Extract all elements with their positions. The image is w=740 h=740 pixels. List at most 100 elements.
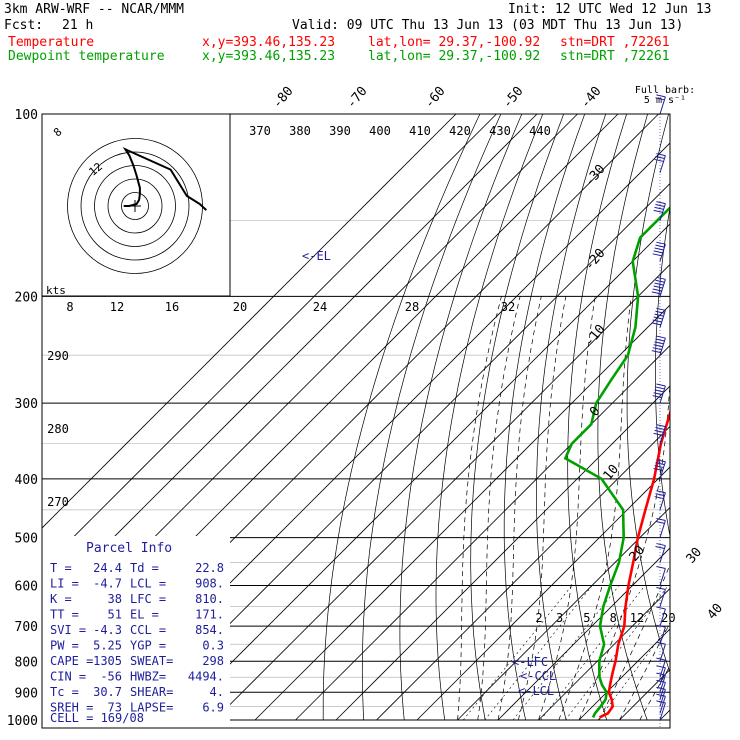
wind-barb [652, 383, 666, 404]
isotherm [416, 466, 670, 721]
theta-label: 290 [47, 349, 69, 363]
dry-adiabat [597, 114, 648, 721]
dry-adiabat [322, 114, 481, 720]
dry-adiabat [503, 114, 586, 721]
parcel-label: CAPE = [50, 654, 93, 668]
wind-barb [656, 641, 666, 662]
pressure-label-700: 700 [15, 620, 38, 635]
pressure-label-300: 300 [15, 397, 38, 412]
theta-label: 400 [369, 124, 391, 138]
parcel-label: LFC = [130, 592, 166, 606]
dry-adiabat [736, 114, 740, 720]
isotherm [701, 114, 740, 720]
dewpoint-xy: x,y=393.46,135.23 [202, 49, 336, 64]
hodograph-ring-label: 12 [110, 300, 124, 314]
dewpoint-station: stn=DRT ,72261 [560, 49, 670, 64]
mixing-ratio-label: 8 [610, 611, 617, 625]
theta-label: 440 [529, 124, 551, 138]
parcel-value: 22.8 [195, 561, 224, 575]
wind-barb [655, 517, 666, 538]
mixing-ratio-label: 5 [583, 611, 590, 625]
wind-barb [653, 459, 666, 479]
temperature-legend: Temperature [8, 35, 95, 50]
temperature-xy: x,y=393.46,135.23 [202, 35, 336, 50]
wind-barb [652, 241, 666, 262]
wind-barb [654, 490, 666, 510]
wind-barb [656, 624, 666, 645]
parcel-label: SVI = [50, 623, 86, 637]
pressure-label-600: 600 [15, 580, 38, 595]
hodograph-ring-label: 8 [66, 300, 73, 314]
parcel-label: LAPSE= [130, 701, 173, 715]
mixing-ratio-line [512, 585, 620, 721]
isotherm-label: 30 [684, 545, 706, 567]
parcel-label: LI = [50, 577, 79, 591]
parcel-value: -56 [100, 670, 122, 684]
el-level-label: <-EL [302, 249, 331, 263]
parcel-value: 6.9 [202, 701, 224, 715]
parcel-value: 1305 [93, 654, 122, 668]
isotherm [254, 304, 670, 721]
parcel-label: CCL = [130, 623, 166, 637]
parcel-label: PW = [50, 639, 79, 653]
isotherm [42, 114, 497, 570]
valid-time: Valid: 09 UTC Thu 13 Jun 13 (03 MDT Thu … [292, 18, 684, 33]
isotherm [214, 263, 670, 721]
hodograph-ring-label: 28 [405, 300, 419, 314]
moist-adiabat [639, 665, 670, 721]
isotherm-label: 40 [705, 601, 727, 623]
moist-adiabat [558, 296, 632, 721]
full-barb-units: 5 m s⁻¹ [644, 95, 686, 106]
dry-adiabat [683, 114, 740, 720]
ccl-level-label: <-CCL [520, 669, 556, 683]
dry-adiabat [655, 205, 670, 538]
parcel-label: Tc = [50, 685, 79, 699]
forecast-label: Fcst: [4, 18, 44, 33]
wind-barb [656, 665, 666, 686]
isotherm [497, 547, 670, 721]
isotherm [457, 506, 670, 721]
dewpoint-latlon: lat,lon= 29.37,-100.92 [368, 49, 541, 64]
parcel-value: 51 [108, 608, 122, 622]
parcel-info-box [42, 536, 230, 728]
wind-barb [656, 606, 666, 627]
theta-label: 430 [489, 124, 511, 138]
mixing-ratio-line [463, 585, 573, 721]
hodograph-ring [107, 178, 163, 234]
parcel-label: HWBZ= [130, 670, 166, 684]
pressure-label-800: 800 [15, 655, 38, 670]
isotherm [133, 182, 670, 721]
isotherm-label: -20 [582, 246, 609, 274]
isotherm [173, 223, 670, 721]
hodograph-units: kts [46, 284, 66, 297]
isotherm [295, 344, 670, 721]
parcel-label: LCL = [130, 577, 166, 591]
hodograph-ring [121, 192, 149, 220]
parcel-label: EL = [130, 608, 159, 622]
parcel-value: 298 [202, 654, 224, 668]
temperature-profile [598, 408, 670, 719]
mixing-ratio-line [565, 585, 669, 721]
forecast-hour: 21 h [62, 18, 94, 33]
pressure-label-1000: 1000 [7, 714, 38, 729]
mixing-ratio-label: 12 [630, 611, 644, 625]
theta-label: 410 [409, 124, 431, 138]
hodograph-ring-label: 20 [233, 300, 247, 314]
isotherm [376, 425, 670, 721]
dry-adiabat [361, 114, 502, 721]
parcel-label: SWEAT= [130, 654, 173, 668]
mixing-ratio-line [597, 623, 670, 721]
isotherm-label: -80 [270, 84, 297, 112]
dry-adiabat [399, 114, 523, 721]
isotherm-label: 20 [627, 543, 649, 565]
parcel-value: 171. [195, 608, 224, 622]
pressure-label-400: 400 [15, 473, 38, 488]
isotherm-label: -60 [422, 84, 449, 112]
isotherm-label: -50 [500, 84, 527, 112]
parcel-value: 38 [108, 592, 122, 606]
wind-barb [655, 543, 666, 563]
mixing-ratio-label: 20 [661, 611, 675, 625]
isotherm [42, 114, 457, 529]
moist-adiabat [538, 296, 596, 721]
